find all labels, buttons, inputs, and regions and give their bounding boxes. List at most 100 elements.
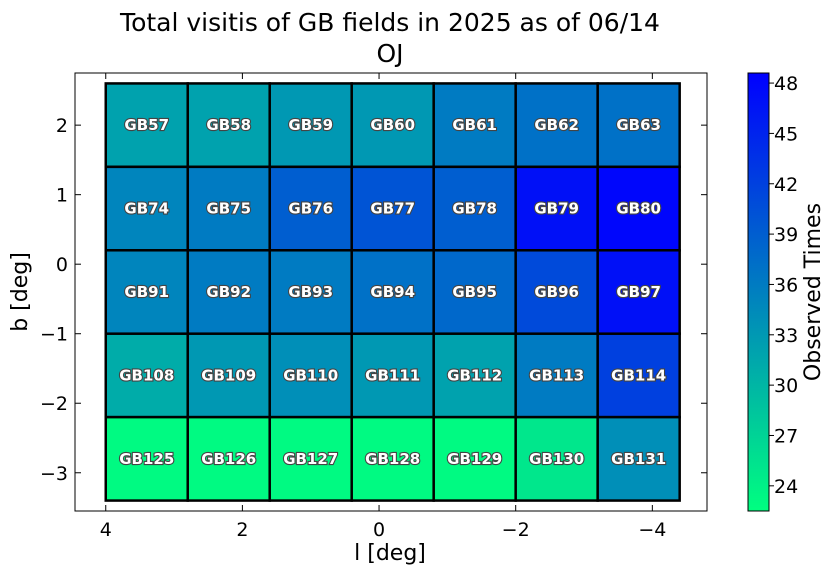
field-cell-rect xyxy=(186,332,271,419)
field-cell-gb60: GB60 xyxy=(350,82,435,169)
field-cell-gb112: GB112 xyxy=(432,332,517,419)
field-cell-label: GB97 xyxy=(616,283,661,301)
field-cell-gb127: GB127 xyxy=(268,415,353,502)
field-cell-label: GB127 xyxy=(283,450,338,468)
field-cell-label: GB128 xyxy=(365,450,420,468)
field-cell-gb114: GB114 xyxy=(596,332,681,419)
field-cell-gb110: GB110 xyxy=(268,332,353,419)
field-cell-gb126: GB126 xyxy=(186,415,271,502)
field-cell-rect xyxy=(596,415,681,502)
field-cell-gb108: GB108 xyxy=(104,332,189,419)
field-cell-gb97: GB97 xyxy=(596,249,681,335)
field-cell-gb62: GB62 xyxy=(514,82,599,169)
field-cell-label: GB91 xyxy=(124,283,169,301)
field-cell-gb76: GB76 xyxy=(268,165,353,252)
y-tick-label: −2 xyxy=(40,393,68,415)
colorbar-gradient xyxy=(747,72,770,512)
field-cell-gb80: GB80 xyxy=(596,165,681,252)
field-cell-label: GB129 xyxy=(447,450,502,468)
field-cell-label: GB61 xyxy=(452,116,497,134)
field-cell-gb94: GB94 xyxy=(350,249,435,335)
x-tick-label: 4 xyxy=(100,519,112,541)
field-cell-gb111: GB111 xyxy=(350,332,435,419)
field-cell-label: GB92 xyxy=(206,283,251,301)
y-tick-label: 0 xyxy=(56,254,68,276)
field-cell-label: GB94 xyxy=(370,283,415,301)
chart-title: Total visitis of GB fields in 2025 as of… xyxy=(119,8,660,37)
field-cell-gb113: GB113 xyxy=(514,332,599,419)
field-cell-label: GB63 xyxy=(616,116,661,134)
y-tick-label: −1 xyxy=(40,324,68,346)
field-cell-rect xyxy=(514,82,599,169)
colorbar-tick-label: 45 xyxy=(774,123,798,145)
field-cell-gb128: GB128 xyxy=(350,415,435,502)
field-cell-rect xyxy=(104,415,189,502)
field-cell-gb129: GB129 xyxy=(432,415,517,502)
field-cell-label: GB77 xyxy=(370,200,415,218)
field-cell-rect xyxy=(268,165,353,252)
field-cell-gb63: GB63 xyxy=(596,82,681,169)
plot-frame xyxy=(74,72,708,512)
colorbar: 24 27 30 33 36 39 42 45 48 Observed Times xyxy=(747,72,826,512)
field-cell-rect xyxy=(104,332,189,419)
field-cell-label: GB59 xyxy=(288,116,333,134)
field-cell-gb96: GB96 xyxy=(514,249,599,335)
x-tick-label: −4 xyxy=(638,519,666,541)
field-cell-label: GB110 xyxy=(283,366,338,384)
field-cell-gb59: GB59 xyxy=(268,82,353,169)
field-cell-label: GB95 xyxy=(452,283,497,301)
field-cell-label: GB62 xyxy=(534,116,579,134)
field-cell-gb61: GB61 xyxy=(432,82,517,169)
colorbar-ticks: 24 27 30 33 36 39 42 45 48 xyxy=(769,73,798,498)
field-cell-gb109: GB109 xyxy=(186,332,271,419)
field-cell-label: GB96 xyxy=(534,283,579,301)
y-tick-label: −3 xyxy=(40,463,68,485)
field-cell-gb75: GB75 xyxy=(186,165,271,252)
colorbar-tick-label: 48 xyxy=(774,73,798,95)
field-cell-label: GB74 xyxy=(124,200,169,218)
field-cell-label: GB78 xyxy=(452,200,497,218)
colorbar-tick-label: 39 xyxy=(774,224,798,246)
field-cell-gb78: GB78 xyxy=(432,165,517,252)
field-cell-rect xyxy=(268,249,353,335)
field-cell-label: GB125 xyxy=(119,450,174,468)
field-cell-rect xyxy=(268,415,353,502)
field-cell-label: GB58 xyxy=(206,116,251,134)
field-cell-label: GB108 xyxy=(119,366,174,384)
field-cell-rect xyxy=(432,165,517,252)
field-cell-rect xyxy=(514,415,599,502)
field-cell-label: GB60 xyxy=(370,116,415,134)
field-cell-rect xyxy=(514,332,599,419)
heatmap-cells: GB57 GB58 GB59 GB60 GB61 GB62 GB63 GB74 GB75 GB76… xyxy=(104,82,681,502)
field-cell-label: GB79 xyxy=(534,200,579,218)
field-cell-label: GB112 xyxy=(447,366,502,384)
colorbar-tick-label: 24 xyxy=(774,476,798,498)
field-cell-rect xyxy=(596,249,681,335)
field-cell-label: GB75 xyxy=(206,200,251,218)
field-cell-gb79: GB79 xyxy=(514,165,599,252)
field-cell-gb92: GB92 xyxy=(186,249,271,335)
field-cell-gb58: GB58 xyxy=(186,82,271,169)
y-tick-label: 1 xyxy=(56,185,68,207)
field-cell-gb95: GB95 xyxy=(432,249,517,335)
x-tick-label: 0 xyxy=(373,519,385,541)
field-cell-gb125: GB125 xyxy=(104,415,189,502)
chart-subtitle: OJ xyxy=(376,39,403,68)
y-axis-ticks: 2 1 0 −1 −2 −3 xyxy=(40,115,707,485)
field-cell-label: GB109 xyxy=(201,366,256,384)
y-tick-label: 2 xyxy=(56,115,68,137)
field-cell-gb93: GB93 xyxy=(268,249,353,335)
field-cell-rect xyxy=(186,249,271,335)
x-tick-label: −2 xyxy=(502,519,530,541)
field-cell-label: GB131 xyxy=(611,450,666,468)
x-tick-label: 2 xyxy=(236,519,248,541)
x-axis-label: l [deg] xyxy=(354,541,426,566)
y-axis-label: b [deg] xyxy=(8,252,33,332)
field-cell-label: GB57 xyxy=(124,116,169,134)
field-cell-gb57: GB57 xyxy=(104,82,189,169)
field-cell-gb130: GB130 xyxy=(514,415,599,502)
field-cell-rect xyxy=(514,249,599,335)
field-cell-label: GB80 xyxy=(616,200,661,218)
colorbar-tick-label: 27 xyxy=(774,425,798,447)
